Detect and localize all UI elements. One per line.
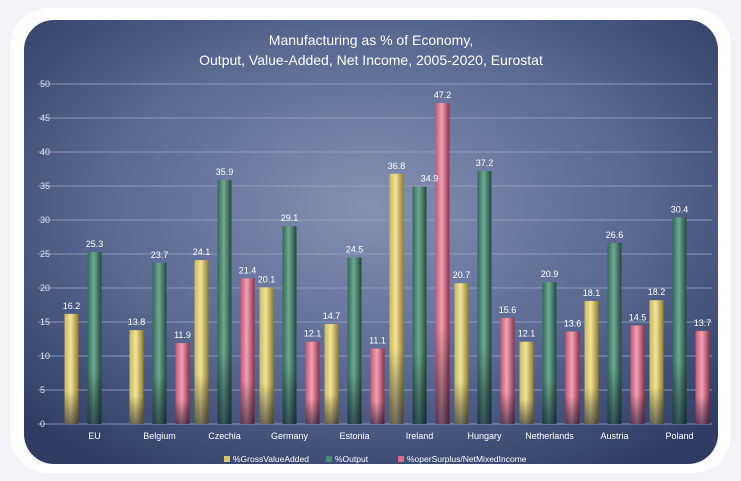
bar-shade <box>324 324 339 424</box>
bar-shade <box>565 331 580 424</box>
legend-label: %operSurplus/NetMixedIncome <box>407 454 527 464</box>
bar-shade <box>152 262 167 424</box>
data-label: 16.2 <box>63 301 81 311</box>
bars <box>64 103 710 424</box>
y-tick-label: 15 <box>40 317 50 327</box>
bar-shade <box>282 226 297 424</box>
chart-title: Manufacturing as % of Economy, <box>269 32 473 48</box>
bar-shade <box>389 173 404 424</box>
data-label: 30.4 <box>671 204 689 214</box>
legend-swatch <box>398 456 404 462</box>
bar-shade <box>64 313 79 424</box>
x-tick-label: Germany <box>271 431 309 441</box>
data-label: 11.9 <box>174 330 191 340</box>
data-label: 34.9 <box>421 174 439 184</box>
data-label: 13.8 <box>128 317 146 327</box>
gridlines <box>38 83 712 425</box>
data-labels: 16.2 25.3 13.8 23.7 11.9 24.1 35.9 21.420.1 29.1… <box>63 90 712 345</box>
x-tick-label: Estonia <box>339 431 369 441</box>
data-label: 35.9 <box>216 167 234 177</box>
chart-subtitle: Output, Value-Added, Net Income, 2005-20… <box>199 52 543 68</box>
legend-label: %GrossValueAdded <box>233 454 309 464</box>
data-label: 12.1 <box>518 329 536 339</box>
bar-shade <box>305 341 320 424</box>
data-label: 13.7 <box>694 318 712 328</box>
bar-shade <box>454 283 469 424</box>
bar-shade <box>412 186 427 424</box>
bar-shade <box>695 330 710 424</box>
bar-shade <box>630 325 645 424</box>
y-tick-label: 0 <box>40 419 45 429</box>
x-tick-label: Hungary <box>467 431 502 441</box>
data-label: 18.1 <box>583 288 601 298</box>
data-label: 24.1 <box>193 247 211 257</box>
bar-shade <box>500 317 515 424</box>
data-label: 36.8 <box>388 161 406 171</box>
y-tick-label: 20 <box>40 283 50 293</box>
x-tick-label: Belgium <box>143 431 176 441</box>
bar-shade <box>259 287 274 424</box>
x-tick-label: Netherlands <box>525 431 574 441</box>
bar-shade <box>175 343 190 424</box>
bar-shade <box>194 260 209 424</box>
bar-shade <box>217 179 232 424</box>
bar-shade <box>607 243 622 424</box>
y-tick-label: 35 <box>40 181 50 191</box>
bar-shade <box>649 300 664 424</box>
x-axis: EU Belgium Czechia Germany Estonia Ireland Hun… <box>88 431 693 441</box>
data-label: 24.5 <box>346 244 364 254</box>
data-label: 20.7 <box>453 270 471 280</box>
data-label: 20.1 <box>258 274 276 284</box>
x-tick-label: EU <box>88 431 101 441</box>
data-label: 23.7 <box>151 250 169 260</box>
y-axis: 0 5 10 15 20 25 30 35 40 45 50 <box>40 79 50 429</box>
bar-shade <box>240 278 255 424</box>
y-tick-label: 50 <box>40 79 50 89</box>
data-label: 26.6 <box>606 230 624 240</box>
data-label: 12.1 <box>304 329 322 339</box>
data-label: 21.4 <box>239 265 257 275</box>
y-tick-label: 5 <box>40 385 45 395</box>
y-tick-label: 25 <box>40 249 50 259</box>
legend-swatch <box>326 456 332 462</box>
x-tick-label: Czechia <box>208 431 241 441</box>
legend-swatch <box>224 456 230 462</box>
bar-shade <box>584 300 599 424</box>
data-label: 14.7 <box>323 311 341 321</box>
bar-shade <box>87 251 102 424</box>
x-tick-label: Austria <box>600 431 628 441</box>
data-label: 47.2 <box>434 90 452 100</box>
y-tick-label: 40 <box>40 147 50 157</box>
bar-shade <box>672 217 687 424</box>
y-tick-label: 30 <box>40 215 50 225</box>
y-tick-label: 45 <box>40 113 50 123</box>
bar-shade <box>370 348 385 424</box>
bar-shade <box>129 330 144 424</box>
bar-shade <box>519 341 534 424</box>
bar-shade <box>477 171 492 424</box>
data-label: 13.6 <box>564 319 582 329</box>
data-label: 14.5 <box>629 312 647 322</box>
bar-shade <box>435 103 450 424</box>
legend-label: %Output <box>335 454 369 464</box>
bar-shade <box>542 281 557 424</box>
x-tick-label: Ireland <box>406 431 434 441</box>
data-label: 18.2 <box>648 287 666 297</box>
x-tick-label: Poland <box>665 431 693 441</box>
data-label: 11.1 <box>369 336 386 346</box>
bar-shade <box>347 257 362 424</box>
data-label: 37.2 <box>476 158 494 168</box>
data-label: 25.3 <box>86 239 104 249</box>
y-tick-label: 10 <box>40 351 50 361</box>
data-label: 29.1 <box>281 213 299 223</box>
data-label: 15.6 <box>499 305 517 315</box>
data-label: 20.9 <box>541 269 559 279</box>
legend: %GrossValueAdded %Output %operSurplus/NetM… <box>224 454 527 464</box>
